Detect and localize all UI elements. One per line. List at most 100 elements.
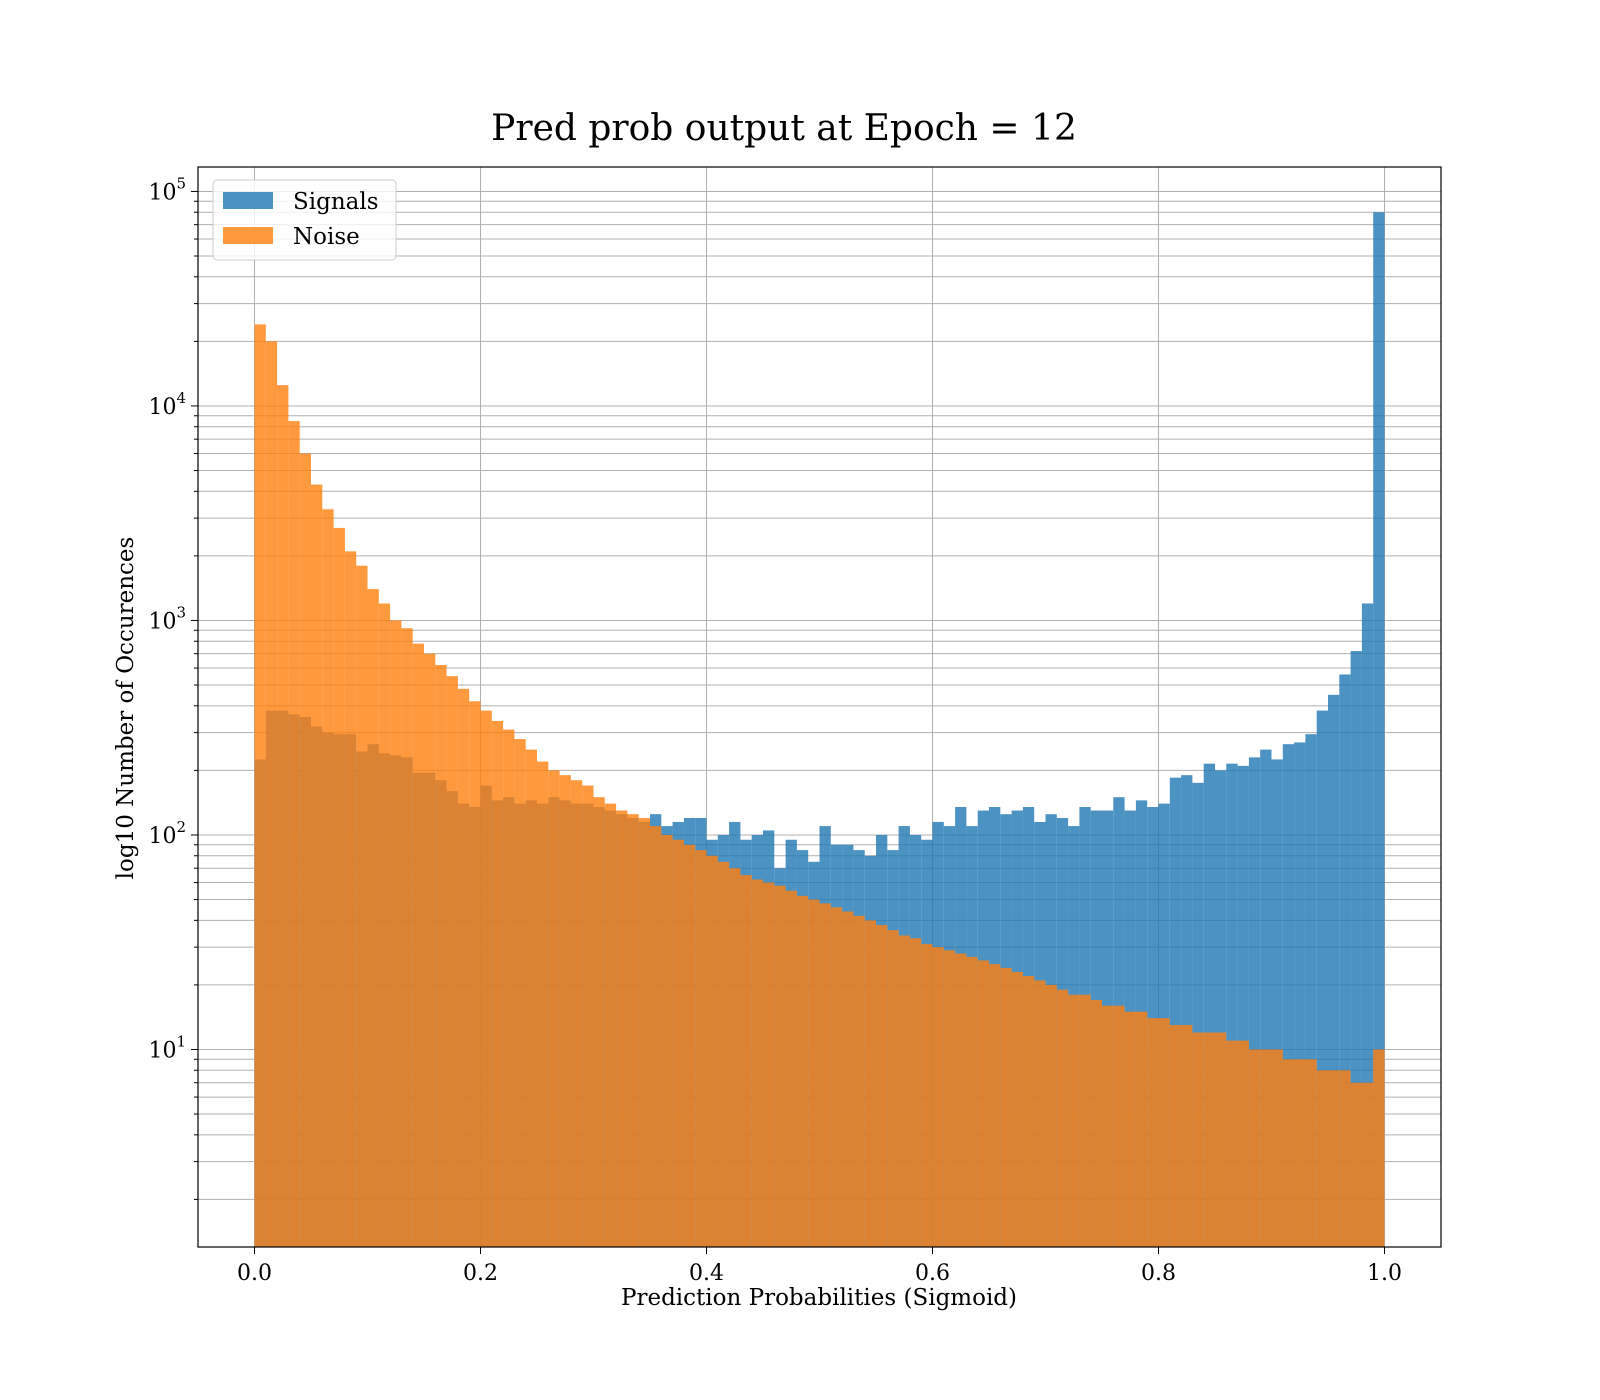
x-tick-label: 0.2 (463, 1261, 498, 1286)
bar-noise (1192, 1032, 1204, 1247)
bar-noise (491, 720, 504, 1247)
bar-noise (277, 385, 289, 1247)
bar-noise (638, 817, 650, 1247)
bar-noise (853, 915, 865, 1247)
bar-signals (1260, 749, 1272, 1247)
bar-noise (1135, 1011, 1148, 1247)
x-tick-label: 0.8 (1141, 1261, 1176, 1286)
bar-noise (819, 903, 831, 1247)
bar-noise (683, 844, 696, 1247)
bar-signals (1316, 710, 1328, 1247)
bar-noise (322, 509, 334, 1247)
bar-noise (796, 895, 809, 1247)
bar-noise (582, 785, 594, 1247)
y-tick-label: 104 (148, 389, 186, 420)
bar-noise (616, 810, 628, 1247)
bar-noise (1248, 1049, 1261, 1247)
bar-noise (1305, 1059, 1317, 1247)
bar-noise (457, 688, 470, 1247)
y-tick-base: 10 (148, 824, 176, 849)
bar-noise (1022, 976, 1035, 1247)
bar-noise (785, 890, 797, 1247)
bar-signals (1328, 694, 1340, 1247)
bar-noise (887, 930, 899, 1247)
histogram-bars (254, 212, 1385, 1248)
bar-noise (1034, 980, 1046, 1247)
bar-signals (1305, 734, 1317, 1247)
x-tick-label: 1.0 (1367, 1261, 1402, 1286)
y-tick-exponent: 1 (176, 1032, 186, 1050)
bar-noise (763, 882, 775, 1247)
series-noise (254, 324, 1385, 1248)
bar-noise (1011, 971, 1023, 1247)
bar-noise (514, 739, 526, 1247)
bar-signals (1203, 763, 1215, 1247)
bar-noise (1271, 1049, 1283, 1247)
bar-noise (966, 956, 978, 1247)
bar-noise (650, 826, 662, 1247)
bar-noise (1124, 1011, 1136, 1247)
y-axis-label: log10 Number of Occurences (113, 537, 139, 880)
bar-noise (661, 834, 673, 1247)
bar-noise (1181, 1025, 1193, 1247)
bar-noise (706, 855, 718, 1247)
bar-noise (446, 676, 458, 1247)
bar-noise (774, 885, 786, 1247)
bar-signals (1350, 651, 1362, 1247)
bar-signals (1226, 763, 1238, 1247)
y-tick-base: 10 (148, 1038, 176, 1063)
bar-noise (604, 803, 617, 1247)
bar-noise (830, 907, 843, 1247)
bar-noise (333, 527, 345, 1247)
bar-noise (1169, 1025, 1182, 1247)
bar-noise (955, 953, 967, 1247)
bar-signals (1373, 212, 1385, 1248)
bar-noise (943, 950, 956, 1247)
bar-noise (390, 620, 402, 1247)
bar-noise (1158, 1018, 1170, 1247)
bar-noise (627, 814, 639, 1247)
bar-signals (1248, 757, 1261, 1247)
y-tick-label: 101 (148, 1032, 186, 1063)
bar-noise (717, 861, 730, 1247)
bar-noise (808, 899, 820, 1247)
x-tick-label: 0.0 (237, 1261, 272, 1286)
bar-signals (1339, 674, 1351, 1247)
bar-noise (1339, 1070, 1351, 1247)
bar-signals (1237, 765, 1249, 1247)
bar-noise (989, 964, 1001, 1247)
bar-noise (299, 453, 311, 1247)
bar-noise (876, 925, 888, 1247)
x-axis-label: Prediction Probabilities (Sigmoid) (621, 1285, 1017, 1311)
bar-noise (1294, 1059, 1306, 1247)
bar-noise (548, 770, 560, 1247)
bar-noise (593, 797, 605, 1247)
bar-noise (424, 653, 436, 1247)
x-axis-ticks: 0.0 0.2 0.4 0.6 0.8 1.0 (237, 1247, 1402, 1286)
bar-noise (1056, 989, 1069, 1247)
bar-noise (537, 761, 549, 1247)
bar-signals (1192, 782, 1204, 1247)
x-tick-label: 0.6 (915, 1261, 950, 1286)
bar-noise (1328, 1070, 1340, 1247)
bar-noise (412, 643, 424, 1247)
bar-noise (751, 879, 763, 1247)
bar-noise (842, 911, 854, 1247)
bar-noise (344, 551, 357, 1247)
bar-noise (288, 421, 300, 1248)
bar-noise (898, 935, 910, 1247)
bar-noise (1090, 1000, 1102, 1247)
bar-noise (469, 701, 481, 1247)
bar-signals (1361, 603, 1374, 1247)
bar-noise (480, 710, 492, 1247)
bar-noise (435, 664, 447, 1247)
bar-noise (672, 839, 684, 1247)
legend-label-noise: Noise (293, 224, 360, 250)
legend-swatch-signals (223, 192, 273, 209)
bar-noise (503, 729, 515, 1247)
bar-noise (570, 780, 583, 1247)
y-tick-label: 102 (148, 818, 186, 849)
y-tick-exponent: 4 (176, 389, 186, 407)
legend-swatch-noise (223, 227, 273, 244)
bar-signals (1294, 742, 1306, 1247)
